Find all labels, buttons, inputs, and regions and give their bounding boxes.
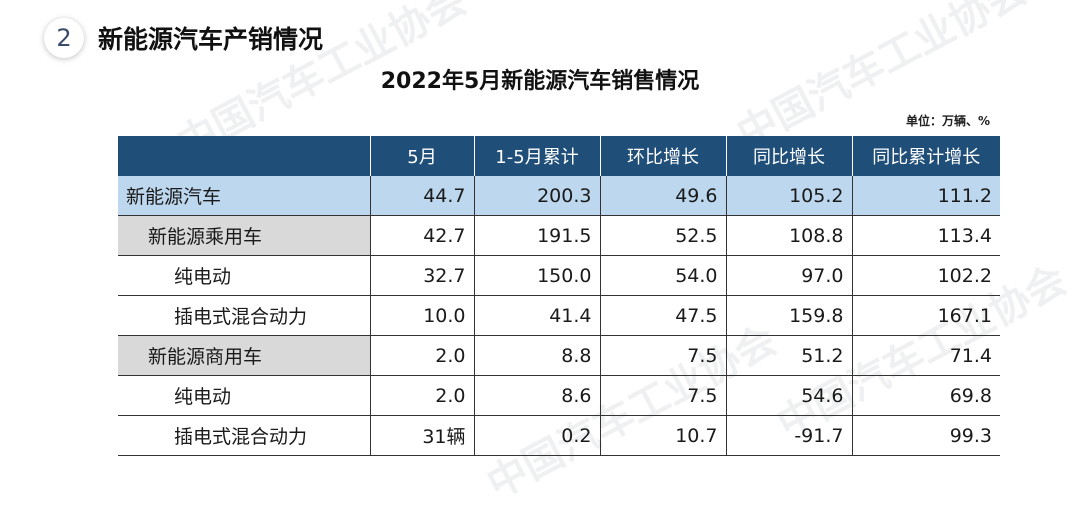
cell-mom: 47.5 — [599, 295, 726, 336]
cell-yoy: 105.2 — [725, 176, 852, 216]
cell-yoy: 97.0 — [725, 255, 852, 296]
cell-ytd-yoy: 167.1 — [851, 295, 1000, 336]
cell-ytd: 191.5 — [473, 215, 600, 256]
cell-month: 2.0 — [369, 335, 474, 376]
cell-ytd: 0.2 — [473, 415, 600, 456]
section-title: 新能源汽车产销情况 — [98, 25, 324, 54]
table-row: 插电式混合动力 31辆 0.2 10.7 -91.7 99.3 — [118, 415, 1000, 456]
sales-table: 5月 1-5月累计 环比增长 同比增长 同比累计增长 新能源汽车 44.7 20… — [118, 136, 1000, 456]
row-label: 新能源乘用车 — [118, 215, 370, 256]
cell-ytd-yoy: 111.2 — [851, 176, 1000, 216]
cell-mom: 10.7 — [599, 415, 726, 456]
cell-month: 32.7 — [369, 255, 474, 296]
row-label: 新能源汽车 — [118, 176, 370, 216]
cell-ytd-yoy: 99.3 — [851, 415, 1000, 456]
cell-mom: 7.5 — [599, 335, 726, 376]
table-header-row: 5月 1-5月累计 环比增长 同比增长 同比累计增长 — [118, 136, 1000, 176]
row-label: 纯电动 — [118, 375, 370, 416]
table-row: 纯电动 2.0 8.6 7.5 54.6 69.8 — [118, 375, 1000, 416]
cell-ytd: 200.3 — [473, 176, 600, 216]
table-row: 插电式混合动力 10.0 41.4 47.5 159.8 167.1 — [118, 295, 1000, 336]
unit-label: 单位：万辆、% — [905, 114, 990, 128]
row-label: 插电式混合动力 — [118, 295, 370, 336]
cell-ytd: 150.0 — [473, 255, 600, 296]
row-label: 纯电动 — [118, 255, 370, 296]
cell-mom: 49.6 — [599, 176, 726, 216]
header-cell-blank — [118, 136, 370, 176]
cell-yoy: 108.8 — [725, 215, 852, 256]
cell-yoy: -91.7 — [725, 415, 852, 456]
cell-ytd: 8.8 — [473, 335, 600, 376]
section-header: 2 新能源汽车产销情况 — [44, 18, 323, 58]
cell-mom: 54.0 — [599, 255, 726, 296]
cell-ytd-yoy: 113.4 — [851, 215, 1000, 256]
table-row: 纯电动 32.7 150.0 54.0 97.0 102.2 — [118, 255, 1000, 296]
cell-ytd-yoy: 71.4 — [851, 335, 1000, 376]
cell-yoy: 54.6 — [725, 375, 852, 416]
cell-month: 42.7 — [369, 215, 474, 256]
row-label: 新能源商用车 — [118, 335, 370, 376]
cell-month: 44.7 — [369, 176, 474, 216]
table-row: 新能源汽车 44.7 200.3 49.6 105.2 111.2 — [118, 176, 1000, 216]
cell-month: 31辆 — [369, 415, 474, 456]
row-label: 插电式混合动力 — [118, 415, 370, 456]
section-number-badge: 2 — [44, 18, 84, 58]
table-title: 2022年5月新能源汽车销售情况 — [380, 69, 700, 94]
cell-ytd-yoy: 102.2 — [851, 255, 1000, 296]
cell-ytd-yoy: 69.8 — [851, 375, 1000, 416]
cell-ytd: 41.4 — [473, 295, 600, 336]
header-cell-ytd-yoy: 同比累计增长 — [851, 136, 1000, 176]
cell-month: 2.0 — [369, 375, 474, 416]
header-cell-yoy: 同比增长 — [725, 136, 852, 176]
header-cell-mom: 环比增长 — [599, 136, 726, 176]
cell-yoy: 51.2 — [725, 335, 852, 376]
cell-yoy: 159.8 — [725, 295, 852, 336]
cell-mom: 7.5 — [599, 375, 726, 416]
table-row: 新能源乘用车 42.7 191.5 52.5 108.8 113.4 — [118, 215, 1000, 256]
table-row: 新能源商用车 2.0 8.8 7.5 51.2 71.4 — [118, 335, 1000, 376]
cell-month: 10.0 — [369, 295, 474, 336]
header-cell-month: 5月 — [369, 136, 474, 176]
cell-ytd: 8.6 — [473, 375, 600, 416]
header-cell-ytd: 1-5月累计 — [473, 136, 600, 176]
cell-mom: 52.5 — [599, 215, 726, 256]
